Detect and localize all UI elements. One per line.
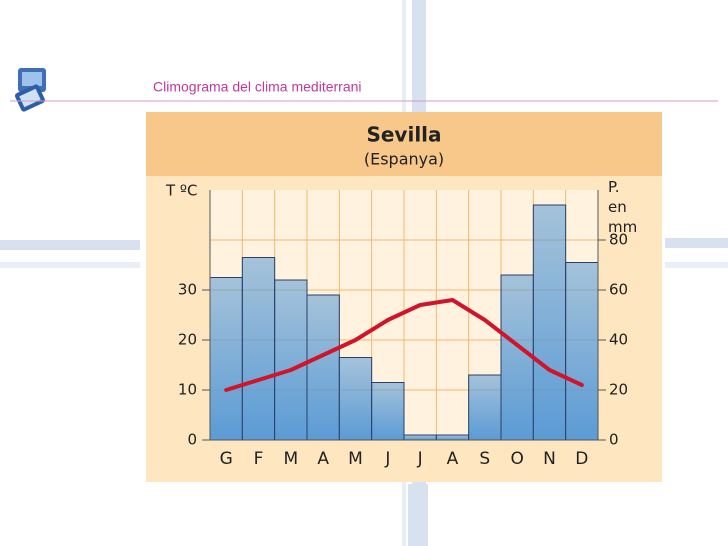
bar	[306, 294, 340, 441]
slide-icon	[14, 68, 46, 112]
line	[224, 298, 584, 392]
bar	[468, 374, 502, 441]
y2-tick-label: 60	[609, 281, 628, 299]
bar	[500, 274, 534, 441]
x-tick-label: G	[220, 449, 233, 469]
x-tick-label: N	[543, 449, 556, 469]
bar	[209, 277, 243, 441]
bar	[371, 382, 405, 441]
y2-tick-label: 20	[609, 381, 628, 399]
y-axis-label: T ºC	[165, 182, 197, 200]
slide-title: Climograma del clima mediterrani	[153, 79, 362, 95]
y2-tick-label: 0	[609, 431, 619, 449]
x-tick-label: D	[575, 449, 588, 469]
x-tick-label: J	[417, 449, 423, 469]
y-tick-label: 20	[178, 331, 197, 349]
x-tick-label: M	[348, 449, 363, 469]
bar	[532, 204, 567, 441]
bar	[435, 434, 470, 441]
y2-tick-label: 40	[609, 331, 628, 349]
y-tick-label: 0	[187, 431, 197, 449]
bar	[403, 434, 437, 441]
bar	[241, 257, 276, 441]
x-tick-label: O	[510, 449, 523, 469]
chart-title: Sevilla	[366, 123, 441, 147]
y2-axis-label: P. en mm	[608, 178, 637, 236]
bar	[565, 262, 599, 441]
y2-tick-label: 80	[609, 231, 628, 249]
y-tick-label: 10	[178, 381, 197, 399]
bar	[274, 279, 308, 441]
x-tick-label: S	[479, 449, 490, 469]
x-tick-label: A	[317, 449, 329, 469]
x-tick-label: M	[283, 449, 298, 469]
x-tick-label: A	[447, 449, 459, 469]
bar	[338, 357, 373, 441]
x-tick-label: F	[254, 449, 264, 469]
chart-header	[146, 112, 662, 176]
chart-subtitle: (Espanya)	[364, 150, 444, 169]
y-tick-label: 30	[178, 281, 197, 299]
x-tick-label: J	[384, 449, 390, 469]
